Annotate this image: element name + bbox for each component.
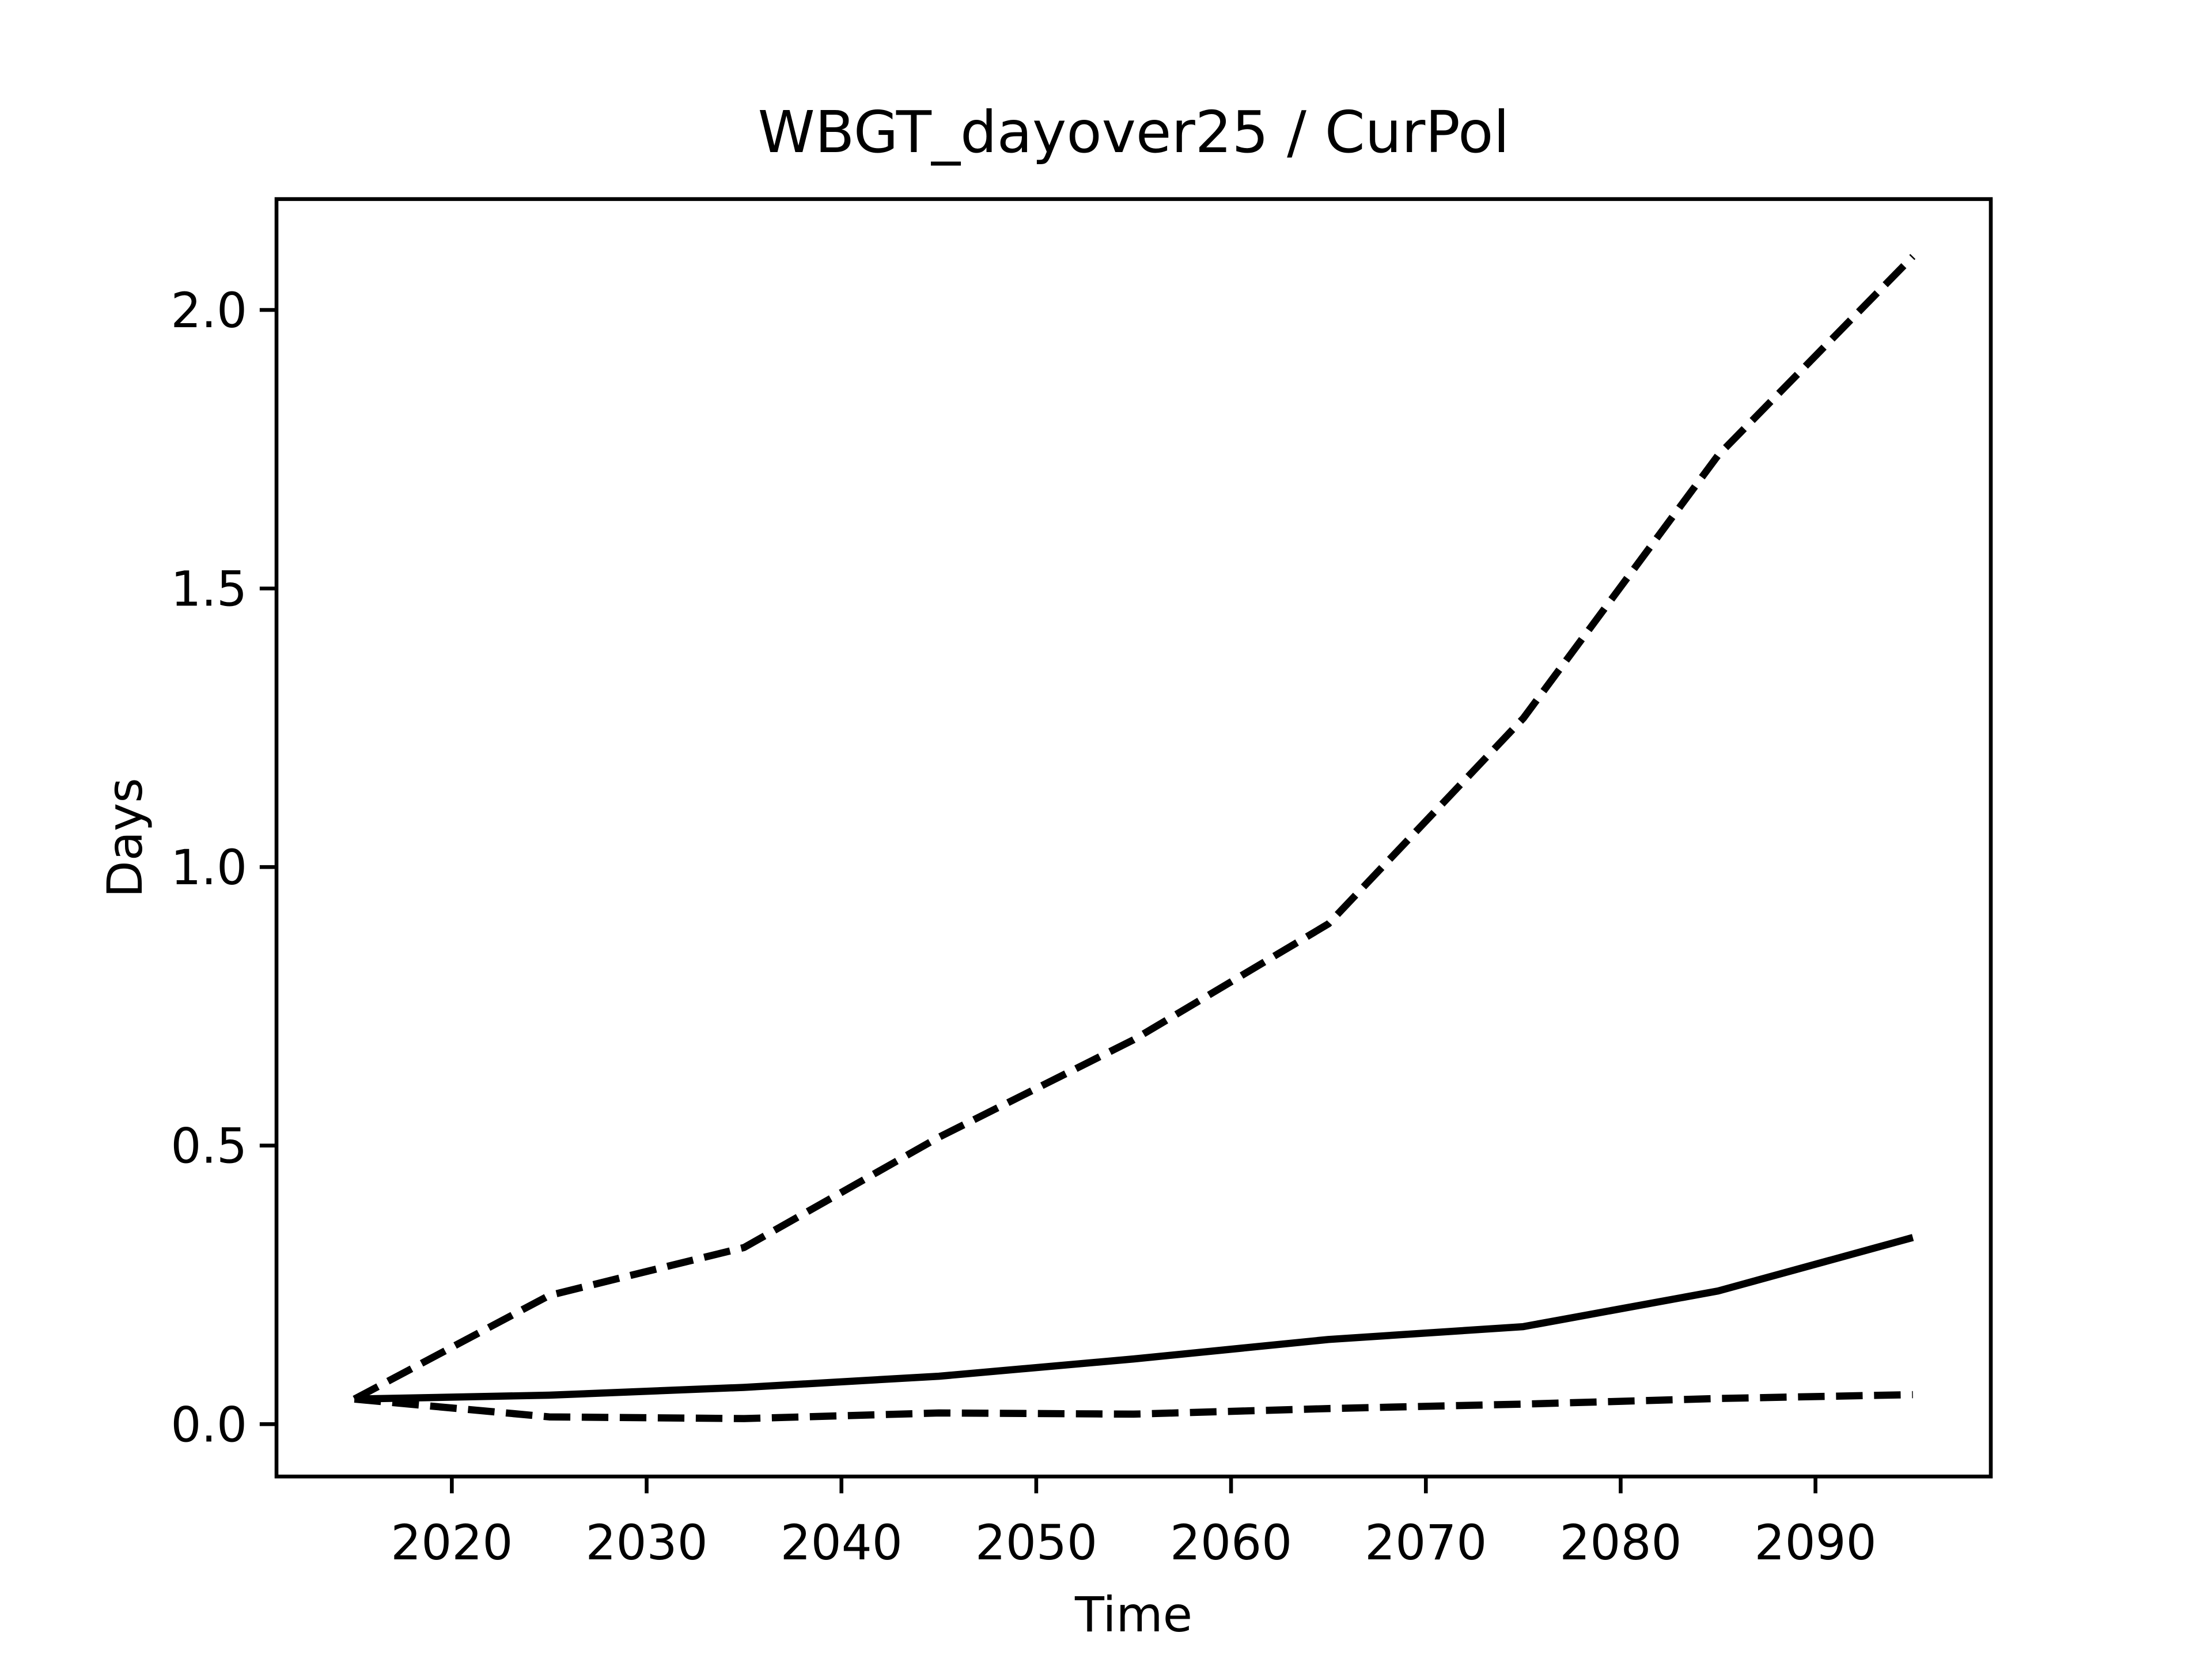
y-tick-label: 1.0 (171, 840, 247, 896)
y-tick-label: 2.0 (171, 283, 247, 339)
x-tick-label: 2050 (975, 1515, 1097, 1571)
y-tick-label: 1.5 (171, 562, 247, 618)
x-tick-label: 2070 (1365, 1515, 1487, 1571)
line-series (353, 253, 1916, 1403)
x-tick-label: 2040 (781, 1515, 903, 1571)
line-series (354, 1391, 1913, 1422)
x-tick-label: 2030 (585, 1515, 707, 1571)
chart-title: WBGT_dayover25 / CurPol (758, 99, 1510, 166)
plot-frame (274, 197, 1993, 1479)
x-tick-label: 2060 (1170, 1515, 1292, 1571)
x-tick-label: 2020 (391, 1515, 513, 1571)
y-tick-label: 0.5 (171, 1119, 247, 1175)
x-tick-label: 2090 (1755, 1515, 1877, 1571)
y-axis-label: Days (97, 778, 153, 897)
x-tick-label: 2080 (1559, 1515, 1681, 1571)
x-axis-label: Time (1074, 1587, 1192, 1643)
y-tick-label: 0.0 (171, 1397, 247, 1453)
line-series (354, 1234, 1914, 1403)
